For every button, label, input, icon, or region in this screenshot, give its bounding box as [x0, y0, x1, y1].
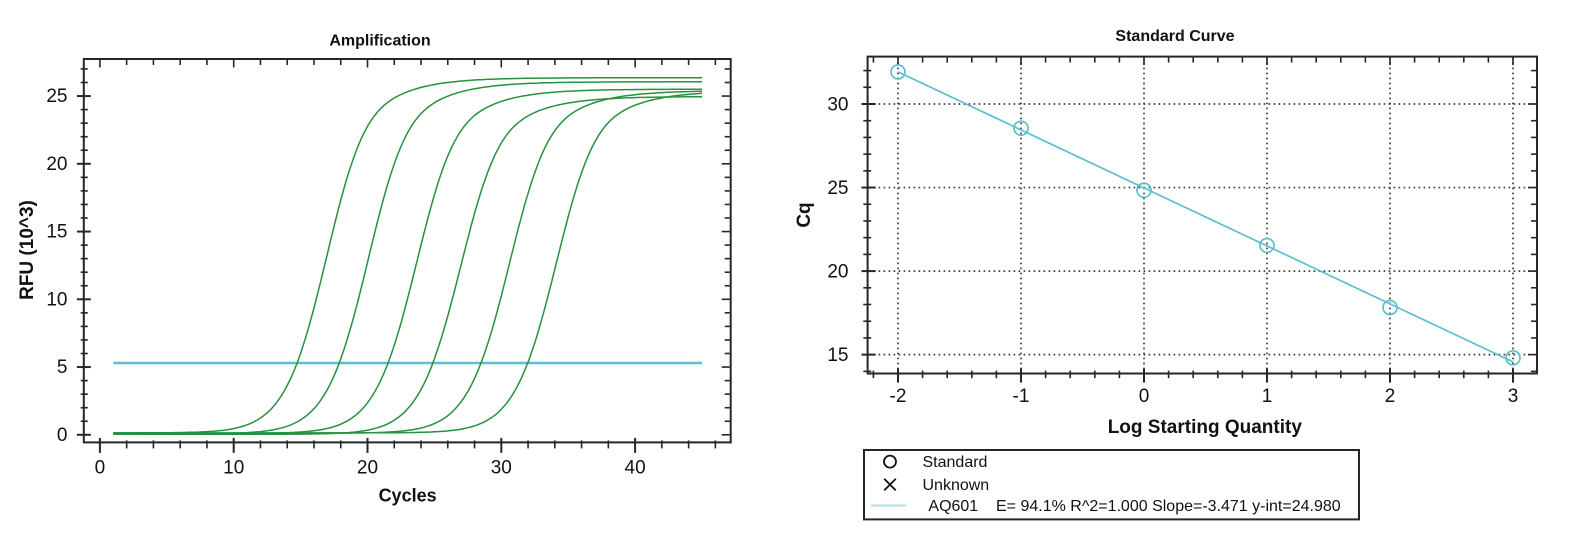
svg-text:Unknown: Unknown — [923, 477, 990, 494]
svg-text:10: 10 — [46, 289, 67, 310]
svg-text:20: 20 — [827, 261, 848, 282]
svg-text:-2: -2 — [890, 386, 907, 407]
svg-text:Amplification: Amplification — [329, 33, 430, 50]
svg-text:25: 25 — [827, 178, 848, 199]
svg-text:0: 0 — [57, 425, 68, 446]
svg-text:0: 0 — [95, 458, 106, 479]
svg-text:Standard Curve: Standard Curve — [1115, 28, 1234, 45]
svg-text:10: 10 — [223, 458, 244, 479]
svg-text:40: 40 — [625, 458, 646, 479]
svg-text:25: 25 — [46, 86, 67, 107]
svg-text:E= 94.1% R^2=1.000 Slope=-3.47: E= 94.1% R^2=1.000 Slope=-3.471 y-int=24… — [996, 498, 1341, 515]
svg-text:Cq: Cq — [794, 202, 815, 227]
svg-text:0: 0 — [1139, 386, 1150, 407]
svg-text:15: 15 — [827, 345, 848, 366]
svg-text:Cycles: Cycles — [379, 486, 437, 506]
svg-text:-1: -1 — [1013, 386, 1030, 407]
svg-text:20: 20 — [357, 458, 378, 479]
svg-text:Standard: Standard — [923, 454, 988, 471]
svg-text:RFU (10^3): RFU (10^3) — [17, 200, 38, 300]
svg-text:5: 5 — [57, 357, 68, 378]
svg-text:20: 20 — [46, 154, 67, 175]
svg-text:30: 30 — [827, 94, 848, 115]
svg-text:15: 15 — [46, 222, 67, 243]
svg-text:3: 3 — [1508, 386, 1519, 407]
svg-text:1: 1 — [1262, 386, 1273, 407]
svg-text:30: 30 — [491, 458, 512, 479]
svg-text:Log Starting Quantity: Log Starting Quantity — [1108, 417, 1303, 438]
svg-text:AQ601: AQ601 — [928, 498, 978, 515]
svg-text:2: 2 — [1385, 386, 1396, 407]
